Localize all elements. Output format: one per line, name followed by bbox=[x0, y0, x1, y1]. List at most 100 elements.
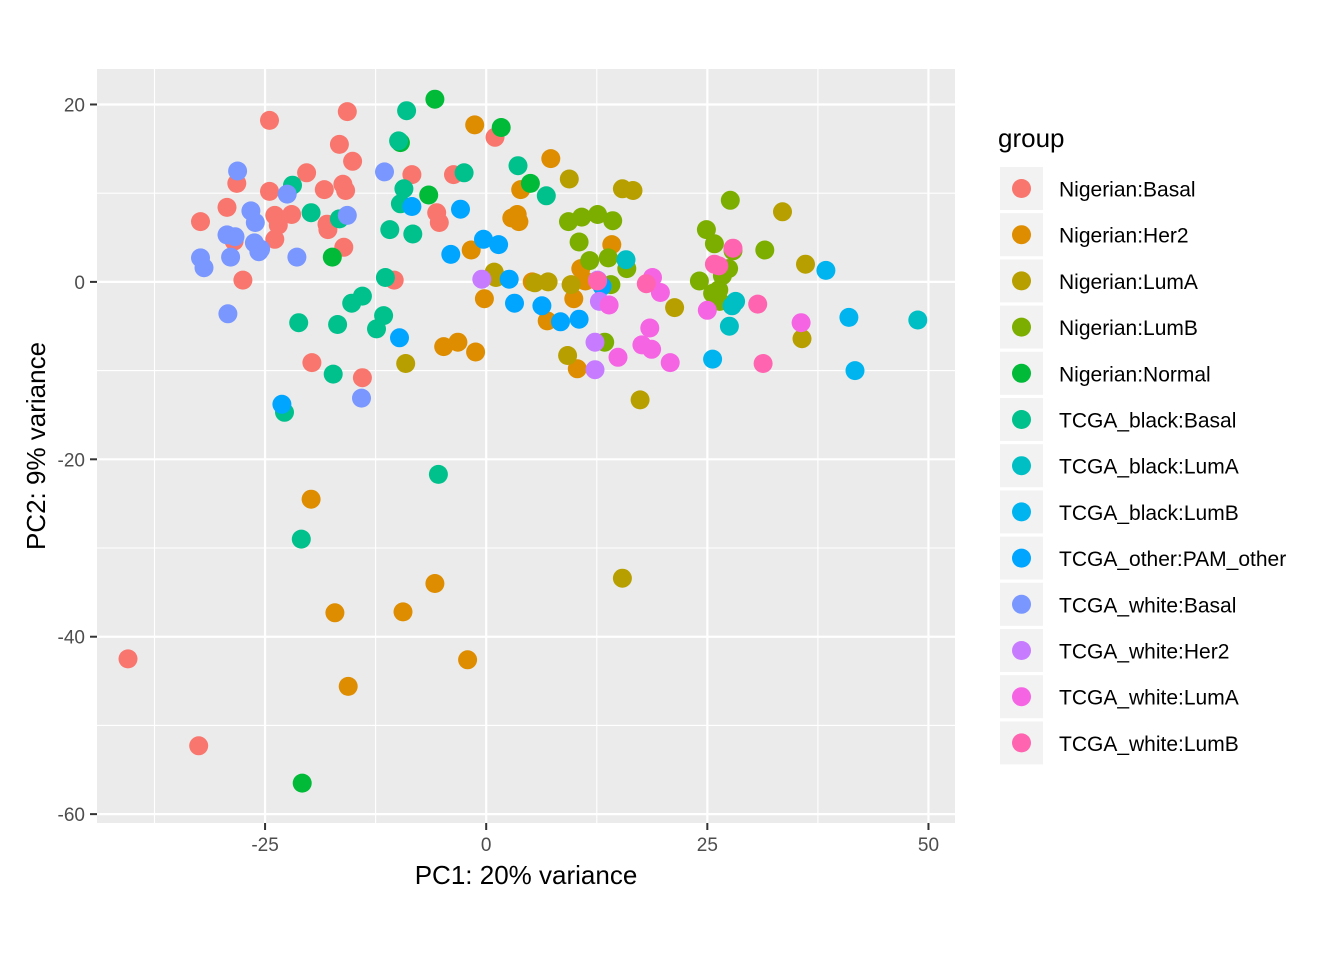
legend-swatch bbox=[1012, 317, 1031, 337]
data-point bbox=[343, 151, 363, 171]
legend-swatch bbox=[1012, 456, 1031, 476]
data-point bbox=[703, 349, 723, 369]
legend-label: TCGA_white:LumA bbox=[1059, 687, 1239, 710]
data-point bbox=[773, 202, 792, 222]
legend-swatch bbox=[1012, 410, 1031, 429]
data-point bbox=[532, 296, 552, 316]
data-point bbox=[441, 244, 461, 264]
legend-swatch bbox=[1012, 733, 1031, 753]
x-tick-label: 25 bbox=[697, 835, 718, 856]
data-point bbox=[474, 229, 493, 249]
data-point bbox=[289, 313, 309, 333]
data-point bbox=[588, 271, 608, 291]
data-point bbox=[272, 394, 292, 414]
data-point bbox=[394, 179, 414, 199]
data-point bbox=[260, 110, 279, 130]
data-point bbox=[709, 256, 729, 276]
legend-label: Nigerian:Normal bbox=[1059, 363, 1211, 386]
data-point bbox=[338, 676, 358, 696]
legend-label: Nigerian:LumA bbox=[1059, 271, 1198, 294]
data-point bbox=[191, 212, 210, 232]
data-point bbox=[297, 163, 317, 183]
data-point bbox=[429, 213, 449, 232]
x-tick-label: 50 bbox=[918, 835, 939, 856]
data-point bbox=[726, 291, 746, 311]
data-point bbox=[458, 650, 478, 670]
data-point bbox=[845, 361, 865, 381]
data-point bbox=[558, 346, 578, 365]
x-tick-label: 0 bbox=[481, 835, 492, 856]
data-point bbox=[588, 205, 608, 224]
data-point bbox=[569, 232, 589, 252]
data-point bbox=[277, 184, 297, 204]
data-point bbox=[697, 300, 717, 320]
x-tick-label: -25 bbox=[251, 835, 278, 856]
data-point bbox=[599, 295, 619, 315]
data-point bbox=[753, 354, 773, 373]
data-point bbox=[402, 197, 422, 216]
data-point bbox=[301, 489, 321, 509]
data-point bbox=[397, 101, 417, 121]
legend-swatch bbox=[1012, 179, 1031, 198]
data-point bbox=[425, 574, 445, 593]
data-point bbox=[352, 388, 371, 408]
data-point bbox=[755, 240, 775, 260]
y-tick-label: -20 bbox=[58, 450, 85, 471]
data-point bbox=[491, 118, 511, 137]
legend-label: TCGA_black:LumB bbox=[1059, 502, 1239, 525]
data-point bbox=[640, 318, 660, 338]
data-point bbox=[636, 274, 656, 294]
data-point bbox=[329, 134, 349, 154]
legend-label: Nigerian:Basal bbox=[1059, 179, 1196, 202]
data-point bbox=[585, 332, 605, 352]
data-point bbox=[630, 390, 650, 410]
data-point bbox=[245, 213, 265, 232]
data-point bbox=[569, 309, 589, 329]
data-point bbox=[323, 364, 343, 384]
data-point bbox=[322, 247, 342, 267]
data-point bbox=[689, 271, 709, 291]
legend-swatch bbox=[1012, 594, 1031, 614]
minor-gridlines bbox=[97, 69, 955, 823]
data-point bbox=[393, 602, 413, 622]
data-point bbox=[251, 239, 271, 259]
data-point bbox=[541, 149, 561, 169]
data-point bbox=[603, 211, 623, 231]
legend-swatch bbox=[1012, 363, 1031, 383]
data-point bbox=[451, 199, 470, 219]
y-tick-label: -60 bbox=[58, 805, 85, 826]
data-point bbox=[623, 181, 643, 200]
data-point bbox=[268, 215, 288, 235]
data-point bbox=[489, 235, 509, 255]
data-point bbox=[660, 353, 680, 373]
data-point bbox=[499, 269, 519, 289]
data-point bbox=[466, 342, 486, 362]
legend-label: TCGA_white:Basal bbox=[1059, 594, 1236, 617]
data-point bbox=[508, 156, 528, 176]
data-point bbox=[314, 180, 334, 200]
data-point bbox=[791, 313, 811, 333]
data-point bbox=[225, 227, 245, 247]
x-axis: -25 0 25 50 bbox=[251, 823, 939, 856]
legend-label: Nigerian:LumB bbox=[1059, 317, 1198, 340]
legend-label: TCGA_white:Her2 bbox=[1059, 641, 1229, 664]
data-point bbox=[505, 293, 524, 313]
legend-label: TCGA_white:LumB bbox=[1059, 733, 1239, 756]
data-point bbox=[564, 289, 584, 309]
data-point bbox=[352, 286, 372, 306]
legend-label: Nigerian:Her2 bbox=[1059, 225, 1189, 248]
data-point bbox=[567, 359, 587, 379]
data-point bbox=[189, 736, 209, 756]
data-point bbox=[908, 310, 928, 330]
data-point bbox=[291, 529, 311, 549]
y-tick-label: 0 bbox=[74, 273, 85, 294]
data-point bbox=[665, 298, 685, 318]
legend-label: TCGA_black:Basal bbox=[1059, 410, 1236, 433]
legend-swatch bbox=[1012, 502, 1031, 522]
data-point bbox=[796, 254, 815, 274]
data-point bbox=[748, 294, 768, 314]
data-point bbox=[352, 368, 372, 388]
data-point bbox=[403, 224, 423, 244]
data-point bbox=[325, 603, 345, 623]
data-point bbox=[472, 269, 492, 289]
